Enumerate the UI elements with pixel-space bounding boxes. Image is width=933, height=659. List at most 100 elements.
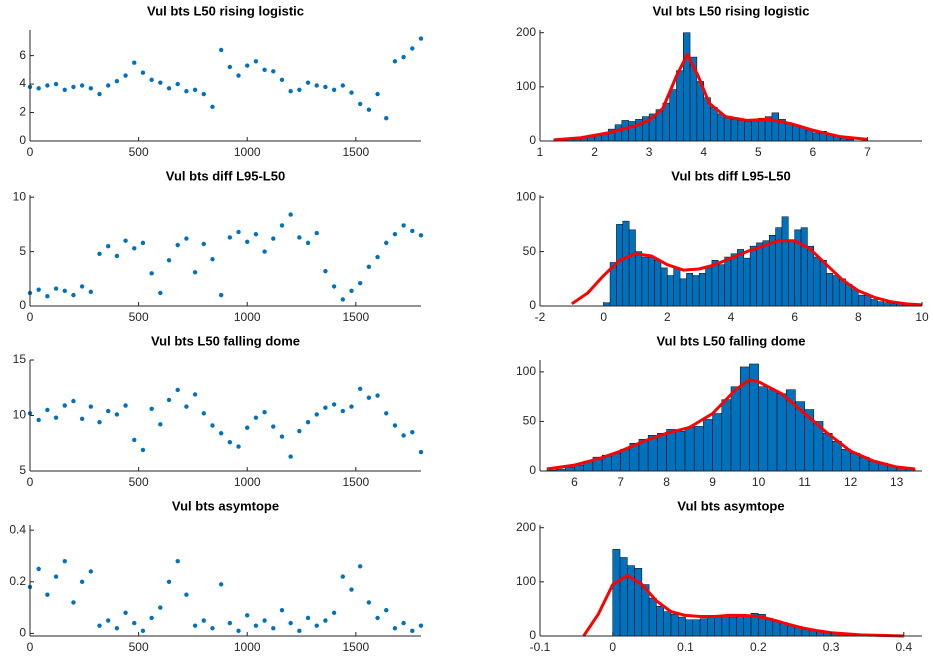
- hist-bar: [656, 605, 664, 637]
- y-tick-label: 10: [13, 408, 27, 422]
- x-tick-label: 0.3: [823, 640, 840, 654]
- hist-bar: [877, 301, 885, 307]
- point: [201, 618, 206, 623]
- y-tick-label: 0: [19, 626, 26, 640]
- hist-bar: [684, 427, 695, 472]
- hist-bar: [805, 129, 814, 142]
- point: [88, 404, 94, 409]
- x-tick-label: 2: [591, 145, 598, 159]
- hist-bar: [781, 216, 789, 307]
- y-tick-label: 0.2: [9, 574, 26, 588]
- point: [314, 623, 319, 628]
- point: [305, 240, 311, 246]
- hist-bar: [762, 240, 770, 307]
- hist-bar: [751, 120, 759, 142]
- hist-bar: [743, 257, 751, 307]
- hist-bar: [634, 568, 643, 637]
- point: [106, 408, 111, 414]
- hist-bar: [744, 121, 752, 142]
- hist-bar: [707, 616, 715, 637]
- x-tick-label: -0.1: [530, 640, 551, 654]
- hist-bar: [756, 242, 764, 307]
- point: [140, 628, 146, 634]
- x-tick-label: 8: [855, 310, 862, 324]
- point: [227, 64, 233, 70]
- y-tick-label: 0: [19, 133, 26, 147]
- point: [253, 59, 259, 64]
- x-tick-label: 8: [663, 475, 670, 489]
- hist-bar: [693, 426, 704, 472]
- point: [88, 569, 94, 574]
- point: [340, 408, 345, 414]
- hist-bar: [749, 245, 757, 307]
- point: [210, 104, 215, 110]
- point: [384, 116, 389, 121]
- hist-bar: [628, 121, 636, 142]
- point: [218, 292, 224, 298]
- y-tick-label: 5: [19, 244, 26, 258]
- point: [392, 59, 398, 64]
- hist-bar: [792, 125, 800, 142]
- x-tick-label: 11: [798, 475, 811, 489]
- hist-bar: [718, 264, 725, 307]
- x-tick-label: 7: [617, 475, 624, 489]
- point: [262, 618, 267, 623]
- point: [218, 431, 224, 436]
- point: [192, 87, 198, 92]
- point: [418, 233, 424, 238]
- point: [114, 626, 120, 631]
- point: [218, 47, 224, 53]
- point: [418, 449, 424, 455]
- panel-title: Vul bts diff L95-L50: [671, 168, 790, 183]
- point: [323, 618, 328, 623]
- hist-bar: [807, 245, 815, 307]
- x-tick-label: 1500: [342, 145, 369, 159]
- hist-bar: [698, 273, 706, 307]
- point: [323, 405, 328, 410]
- point: [271, 236, 276, 241]
- y-tick-label: 100: [516, 574, 536, 588]
- point: [288, 620, 293, 626]
- point: [62, 403, 67, 408]
- hist-bar: [851, 289, 859, 307]
- point: [392, 626, 398, 631]
- hist-bar: [669, 89, 677, 142]
- y-tick-label: 200: [516, 25, 536, 39]
- point: [253, 231, 259, 237]
- point: [114, 79, 120, 84]
- point: [79, 284, 85, 289]
- point: [349, 90, 354, 95]
- x-tick-label: 6: [791, 310, 798, 324]
- point: [71, 600, 76, 605]
- y-tick-label: 0: [529, 463, 536, 477]
- hist-bar: [635, 251, 643, 307]
- point: [175, 387, 180, 393]
- point: [331, 87, 337, 92]
- point: [166, 86, 172, 91]
- point: [297, 235, 302, 240]
- point: [384, 411, 389, 416]
- y-tick-label: 0: [529, 628, 536, 642]
- point: [192, 392, 198, 397]
- x-tick-label: 0: [27, 145, 34, 159]
- point: [366, 600, 372, 605]
- hist-bar: [703, 419, 713, 472]
- panel-title: Vul bts L50 falling dome: [151, 333, 300, 348]
- x-tick-label: 1500: [342, 475, 369, 489]
- hist-bar: [730, 119, 739, 142]
- point: [357, 386, 363, 392]
- point: [227, 620, 233, 626]
- y-tick-label: 5: [19, 463, 26, 477]
- point: [71, 84, 76, 90]
- hist-bar: [743, 615, 752, 637]
- hist-bar: [841, 448, 851, 472]
- point: [201, 91, 206, 97]
- point: [375, 615, 380, 621]
- y-tick-label: 100: [516, 189, 536, 203]
- point: [349, 404, 354, 409]
- point: [210, 423, 215, 428]
- hist-bar: [711, 260, 719, 307]
- point: [288, 454, 293, 459]
- hist-bar: [616, 224, 624, 307]
- point: [158, 290, 163, 296]
